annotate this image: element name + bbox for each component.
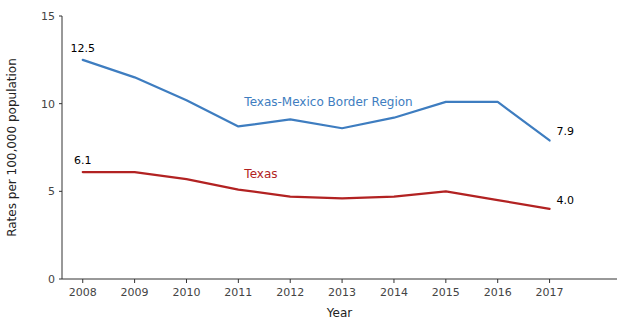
x-tick-label: 2013 bbox=[328, 286, 356, 299]
x-tick-label: 2015 bbox=[432, 286, 460, 299]
x-tick bbox=[82, 279, 83, 283]
y-tick-label: 15 bbox=[41, 10, 55, 23]
y-tick-label: 10 bbox=[41, 98, 55, 111]
y-tick bbox=[59, 191, 62, 192]
x-tick bbox=[497, 279, 498, 283]
annotation: 7.9 bbox=[557, 125, 575, 138]
x-tick bbox=[290, 279, 291, 283]
x-tick bbox=[445, 279, 446, 283]
x-tick-label: 2017 bbox=[536, 286, 564, 299]
x-tick bbox=[549, 279, 550, 283]
y-tick bbox=[59, 279, 62, 280]
x-tick bbox=[134, 279, 135, 283]
x-tick-label: 2011 bbox=[224, 286, 252, 299]
series-label: Texas bbox=[243, 167, 277, 181]
x-tick-label: 2016 bbox=[484, 286, 512, 299]
x-tick-label: 2012 bbox=[276, 286, 304, 299]
y-tick-label: 5 bbox=[48, 185, 55, 198]
x-tick bbox=[342, 279, 343, 283]
x-tick bbox=[186, 279, 187, 283]
x-tick bbox=[238, 279, 239, 283]
annotation: 6.1 bbox=[74, 154, 92, 167]
plot-area bbox=[83, 60, 550, 209]
y-axis-label: Rates per 100,000 population bbox=[5, 58, 19, 237]
x-tick-label: 2010 bbox=[172, 286, 200, 299]
y-tick bbox=[59, 103, 62, 104]
x-axis-line bbox=[62, 279, 617, 280]
y-tick bbox=[59, 16, 62, 17]
x-tick-label: 2009 bbox=[121, 286, 149, 299]
x-axis-label: Year bbox=[326, 306, 352, 320]
y-tick-label: 0 bbox=[48, 273, 55, 286]
chart: 2008 2009 2010 2011 2012 2013 2014 2015 2016 2017… bbox=[0, 0, 635, 325]
x-tick-label: 2008 bbox=[69, 286, 97, 299]
series-line bbox=[83, 60, 550, 141]
annotation: 4.0 bbox=[557, 194, 575, 207]
annotation: 12.5 bbox=[70, 42, 95, 55]
y-axis-line bbox=[62, 16, 63, 279]
x-tick-label: 2014 bbox=[380, 286, 408, 299]
series-line bbox=[83, 172, 550, 209]
series-label: Texas-Mexico Border Region bbox=[243, 95, 412, 109]
x-tick bbox=[393, 279, 394, 283]
